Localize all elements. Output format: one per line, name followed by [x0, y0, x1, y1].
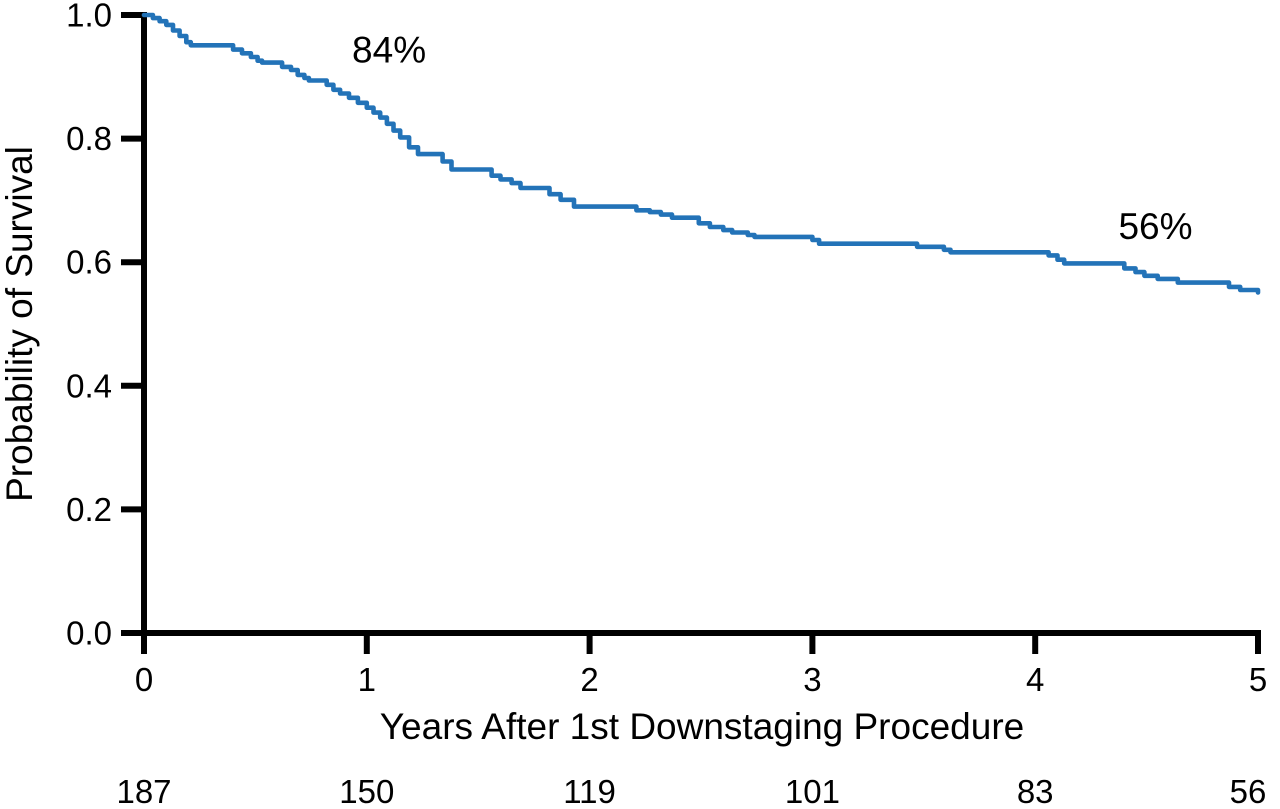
- numbers-at-risk-row: 187 150 119 101 83 56: [116, 773, 1266, 809]
- survival-annotation: 84%: [352, 29, 426, 70]
- x-tick-label: 5: [1249, 661, 1267, 698]
- y-tick-label: 0.4: [66, 367, 112, 404]
- axes: [121, 12, 1261, 654]
- at-risk-count: 101: [785, 773, 840, 809]
- at-risk-count: 119: [563, 773, 616, 809]
- x-tick-label: 2: [580, 661, 598, 698]
- x-tick-label: 1: [358, 661, 376, 698]
- x-tick-label: 4: [1026, 661, 1044, 698]
- x-tick-label: 0: [135, 661, 153, 698]
- x-tick-labels: 0 1 2 3 4 5: [135, 661, 1267, 698]
- survival-curve-path: [141, 12, 1261, 295]
- curve-annotations: 84% 56%: [352, 29, 1192, 247]
- y-tick-label: 0.0: [66, 615, 112, 652]
- at-risk-count: 56: [1230, 773, 1267, 809]
- at-risk-count: 83: [1017, 773, 1054, 809]
- survival-annotation: 56%: [1118, 206, 1192, 247]
- at-risk-count: 150: [339, 773, 394, 809]
- at-risk-count: 187: [116, 773, 171, 809]
- x-tick-label: 3: [803, 661, 821, 698]
- y-tick-label: 0.6: [66, 244, 112, 281]
- y-axis-title: Probability of Survival: [0, 146, 40, 502]
- y-tick-labels: 1.0 0.8 0.6 0.4 0.2 0.0: [66, 0, 112, 652]
- y-tick-label: 1.0: [66, 0, 112, 34]
- x-axis-title: Years After 1st Downstaging Procedure: [380, 706, 1024, 747]
- survival-curve: [141, 12, 1261, 295]
- y-tick-label: 0.2: [66, 491, 112, 528]
- y-tick-label: 0.8: [66, 120, 112, 157]
